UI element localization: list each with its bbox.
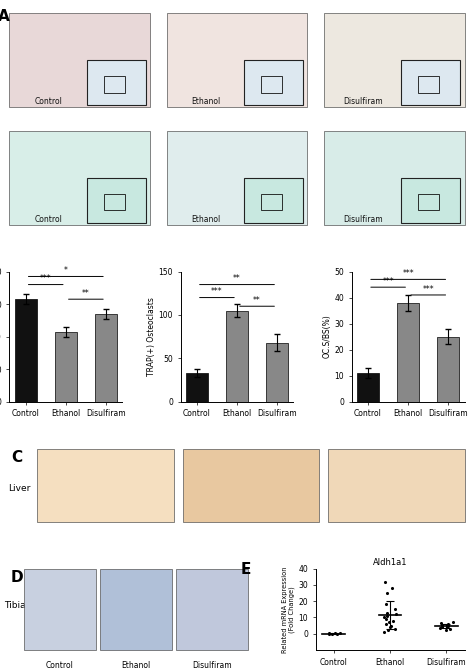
Text: Ethanol: Ethanol [191,214,221,224]
Text: A: A [0,9,10,23]
Point [388,583,395,594]
Text: Tibia: Tibia [4,601,25,610]
Text: **: ** [233,274,241,283]
FancyBboxPatch shape [401,178,460,222]
FancyBboxPatch shape [167,131,307,224]
Point [442,625,450,636]
Point [385,617,393,628]
Point [336,628,344,639]
Point [383,607,391,618]
Text: C: C [11,450,23,465]
Text: ***: *** [402,269,414,278]
Text: ***: *** [383,277,394,286]
Text: ***: *** [422,285,434,293]
Bar [186,373,208,401]
FancyBboxPatch shape [244,60,303,105]
Point [382,618,390,629]
Point [387,622,394,632]
FancyBboxPatch shape [9,131,150,224]
Point [383,610,391,621]
FancyBboxPatch shape [401,60,460,105]
Text: Disulfiram: Disulfiram [344,214,383,224]
Point [383,599,390,610]
Text: Ethanol: Ethanol [121,661,151,670]
Bar [15,299,36,401]
Bar [438,336,459,401]
Text: Control: Control [35,97,63,107]
Point [388,620,395,631]
Point [331,628,339,639]
Point [438,622,446,632]
Text: Control: Control [46,661,74,670]
Point [383,588,391,598]
Point [447,623,454,634]
FancyBboxPatch shape [324,13,465,107]
Point [380,626,388,637]
Y-axis label: Related mRNA Expression
(Fold Change): Related mRNA Expression (Fold Change) [282,566,295,653]
Text: *: * [64,266,68,275]
FancyBboxPatch shape [9,13,150,107]
FancyBboxPatch shape [182,448,319,522]
Bar [55,332,77,401]
Bar [95,314,117,401]
Point [328,628,336,639]
FancyBboxPatch shape [24,569,96,650]
Text: **: ** [82,289,90,298]
Point [333,628,340,639]
Point [437,618,444,628]
Text: Control: Control [35,214,63,224]
FancyBboxPatch shape [324,131,465,224]
Text: Liver: Liver [8,484,30,493]
FancyBboxPatch shape [37,448,174,522]
Text: **: ** [253,296,261,305]
Point [391,623,399,634]
Bar [226,311,248,401]
Text: ***: *** [40,274,52,283]
Point [382,614,390,624]
Point [384,625,392,636]
Point [389,615,397,626]
Text: Disulfiram: Disulfiram [344,97,383,107]
Point [449,617,456,628]
FancyBboxPatch shape [87,178,146,222]
Text: Disulfiram: Disulfiram [192,661,232,670]
FancyBboxPatch shape [167,13,307,107]
Point [437,622,444,633]
Point [392,609,400,620]
Bar [357,373,379,401]
Text: Ethanol: Ethanol [191,97,221,107]
Y-axis label: TRAP(+) Osteoclasts: TRAP(+) Osteoclasts [147,297,156,376]
Point [382,576,389,587]
FancyBboxPatch shape [328,448,465,522]
Text: E: E [241,562,252,577]
Point [380,612,387,623]
Y-axis label: OC.S/BS(%): OC.S/BS(%) [323,315,332,358]
Point [391,604,398,614]
Text: D: D [10,570,23,586]
Bar [266,342,288,401]
FancyBboxPatch shape [100,569,172,650]
FancyBboxPatch shape [244,178,303,222]
Point [438,619,446,630]
Bar [397,303,419,401]
Point [325,628,333,639]
Point [443,620,450,631]
Point [444,621,452,632]
Title: Aldh1a1: Aldh1a1 [373,557,407,567]
Point [325,628,333,639]
FancyBboxPatch shape [87,60,146,105]
FancyBboxPatch shape [176,569,248,650]
Point [444,618,452,629]
Text: ***: *** [211,287,223,296]
